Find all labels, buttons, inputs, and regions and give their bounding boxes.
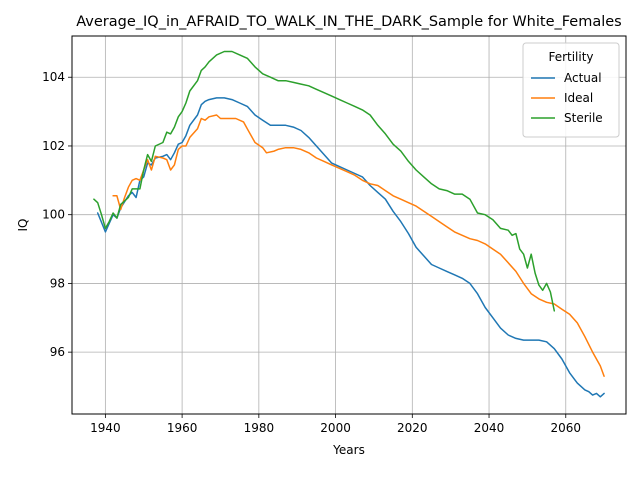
y-tick-label: 96 [50, 345, 65, 359]
legend: Fertility Actual Ideal Sterile [522, 42, 620, 138]
x-tick-label: 2020 [397, 421, 428, 435]
x-axis-label: Years [332, 443, 365, 457]
y-tick-label: 104 [42, 70, 65, 84]
plot-frame [71, 35, 627, 415]
series-line-ideal [112, 114, 605, 377]
legend-label-ideal: Ideal [564, 91, 593, 105]
legend-title: Fertility [548, 50, 593, 64]
series-line-sterile [93, 50, 556, 312]
axis-ticks: 1940 1960 1980 2000 2020 2040 2060 96 98 100 102 10… [42, 70, 581, 435]
x-tick-label: 2060 [550, 421, 581, 435]
y-tick-label: 100 [42, 208, 65, 222]
y-tick-label: 102 [42, 139, 65, 153]
legend-box [522, 42, 620, 138]
grid [72, 36, 626, 414]
legend-label-sterile: Sterile [564, 111, 603, 125]
legend-entries: Actual Ideal Sterile [531, 71, 603, 125]
series-line-actual [96, 97, 605, 398]
x-tick-label: 1940 [90, 421, 121, 435]
legend-label-actual: Actual [564, 71, 602, 85]
series-lines [93, 50, 605, 398]
x-tick-label: 2000 [320, 421, 351, 435]
x-tick-label: 2040 [474, 421, 505, 435]
y-tick-label: 98 [50, 276, 65, 290]
y-axis-label: IQ [16, 219, 30, 232]
x-tick-label: 1960 [167, 421, 198, 435]
x-tick-label: 1980 [244, 421, 275, 435]
chart-title: Average_IQ_in_AFRAID_TO_WALK_IN_THE_DARK… [76, 14, 622, 30]
